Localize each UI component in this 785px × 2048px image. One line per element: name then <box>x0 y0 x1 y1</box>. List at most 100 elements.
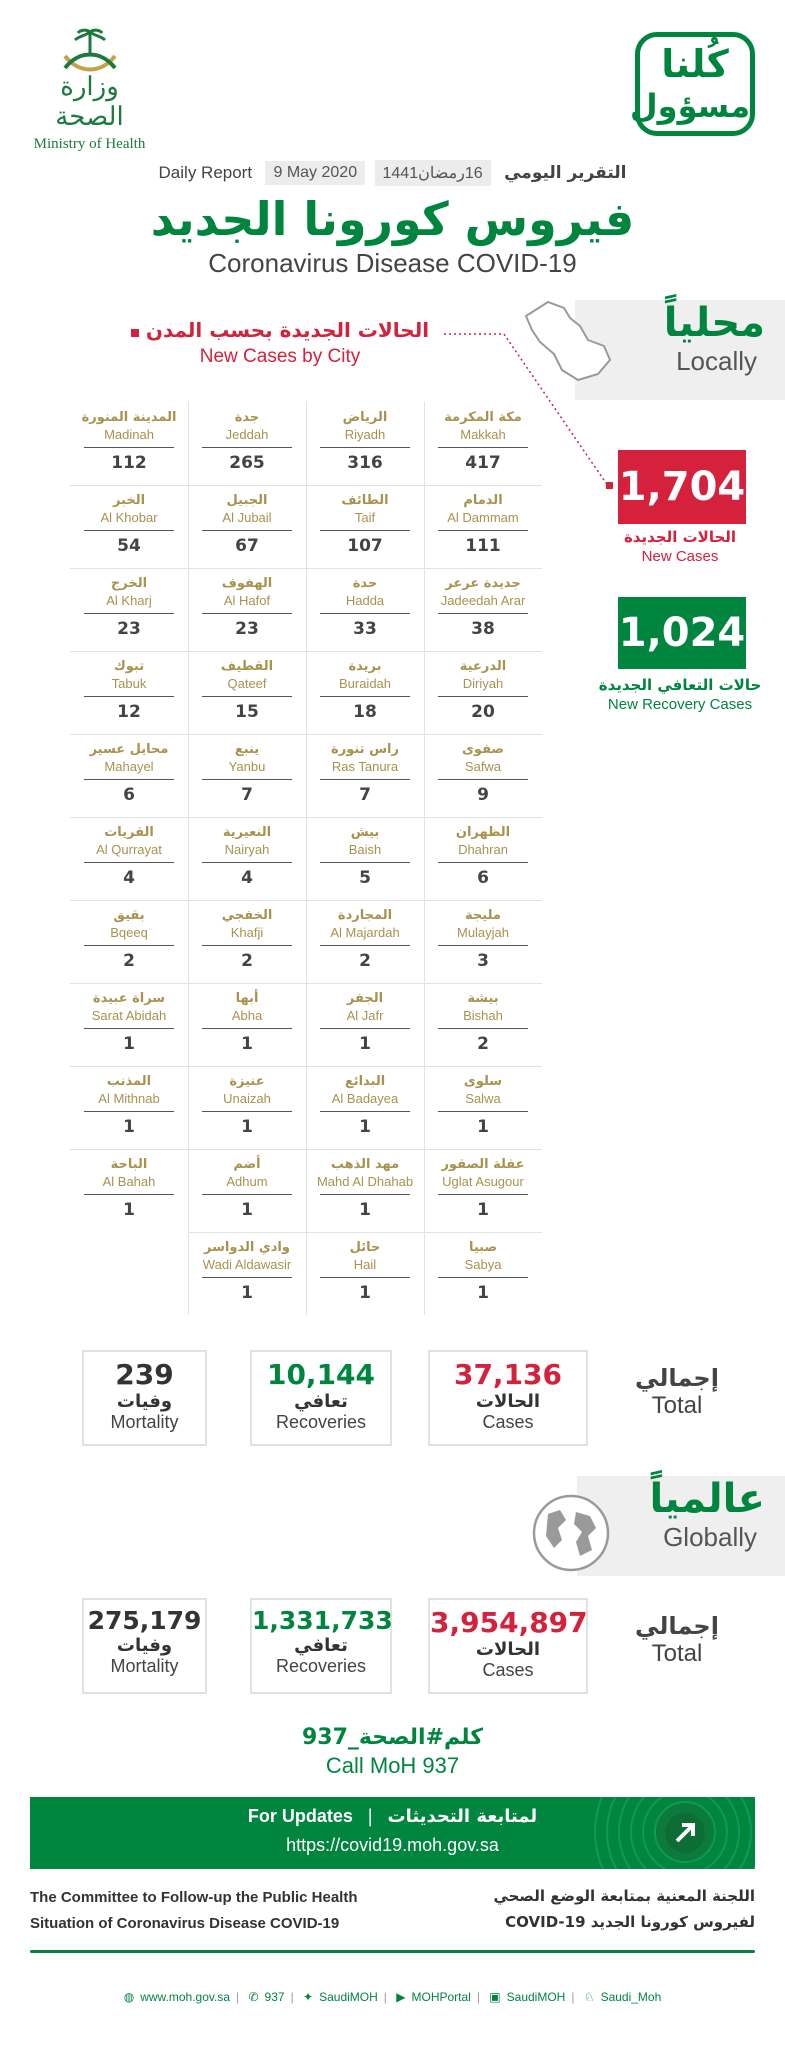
new-recoveries-label-ar: حالات التعافي الجديدة <box>598 676 762 694</box>
social-website[interactable]: www.moh.gov.sa <box>140 1990 230 2004</box>
city-name-en: Al Kharj <box>106 593 152 608</box>
city-underline <box>438 779 528 780</box>
global-recoveries-ar: تعافي <box>294 1635 348 1656</box>
city-name-ar: الخرج <box>110 576 148 591</box>
city-name-en: Jeddah <box>225 427 269 442</box>
city-cell: المجاردة Al Majardah 2 <box>306 900 424 983</box>
social-instagram[interactable]: SaudiMOH <box>506 1990 566 2004</box>
city-underline <box>438 945 528 946</box>
city-name-ar: الرياض <box>342 410 388 425</box>
city-title-en: New Cases by City <box>199 346 361 367</box>
local-total-ar: إجمالي <box>635 1364 719 1392</box>
city-cell: بيشة Bishah 2 <box>424 983 542 1066</box>
footer-divider <box>30 1950 755 1953</box>
global-cases-value: 3,954,897 <box>430 1606 588 1639</box>
updates-banner[interactable]: For Updates | لمتابعة التحديثات https://… <box>30 1797 755 1869</box>
grid-divider-h <box>70 900 542 901</box>
social-twitter[interactable]: SaudiMOH <box>319 1990 378 2004</box>
city-new-cases: 12 <box>117 702 141 722</box>
local-recoveries-box: 10,144 تعافي Recoveries <box>250 1350 392 1446</box>
local-recoveries-value: 10,144 <box>266 1358 376 1391</box>
city-new-cases: 67 <box>235 536 259 556</box>
city-underline <box>84 1028 174 1029</box>
city-name-ar: سراة عبيدة <box>92 991 166 1006</box>
local-total-en: Total <box>651 1392 703 1419</box>
city-underline <box>438 1028 528 1029</box>
city-underline <box>320 530 410 531</box>
city-new-cases: 7 <box>359 785 371 805</box>
city-name-ar: ينبع <box>234 742 260 757</box>
city-name-ar: جديدة عرعر <box>445 576 521 591</box>
arrow-link-icon[interactable] <box>663 1811 707 1855</box>
city-underline <box>202 613 292 614</box>
city-name-ar: النعيرية <box>222 825 272 840</box>
city-new-cases: 2 <box>477 1034 489 1054</box>
city-name-en: Abha <box>231 1008 263 1023</box>
globally-section-label: عالمياً Globally <box>577 1476 785 1576</box>
city-name-en: Safwa <box>464 759 502 774</box>
city-underline <box>202 530 292 531</box>
city-underline <box>438 530 528 531</box>
locally-section-label: محلياً Locally <box>575 300 785 400</box>
daily-report-ar: التقرير اليومي <box>504 163 627 183</box>
city-cell: الرياض Riyadh 316 <box>306 402 424 485</box>
social-phone[interactable]: 937 <box>264 1990 285 2004</box>
city-underline <box>320 1194 410 1195</box>
city-new-cases: 1 <box>359 1283 371 1303</box>
grid-divider-h <box>188 1232 542 1233</box>
city-name-en: Bishah <box>463 1008 503 1023</box>
connector-dotted-line <box>444 333 613 489</box>
city-name-ar: الجبيل <box>226 493 268 508</box>
city-name-ar: مليجة <box>465 908 501 923</box>
call-moh-ar: كلم#الصحة_937 <box>301 1725 484 1750</box>
city-new-cases: 18 <box>353 702 377 722</box>
city-name-en: Al Majardah <box>330 925 400 940</box>
city-underline <box>84 447 174 448</box>
city-cell: مليجة Mulayjah 3 <box>424 900 542 983</box>
social-snapchat[interactable]: Saudi_Moh <box>600 1990 662 2004</box>
city-name-ar: الظهران <box>455 825 511 840</box>
city-new-cases: 1 <box>123 1034 135 1054</box>
city-cell: حائل Hail 1 <box>306 1232 424 1315</box>
new-recoveries-value: 1,024 <box>618 597 746 669</box>
global-recoveries-value: 1,331,733 <box>252 1606 393 1635</box>
city-new-cases: 2 <box>241 951 253 971</box>
global-mortality-ar: وفيات <box>116 1635 173 1656</box>
updates-url-link[interactable]: https://covid19.moh.gov.sa <box>286 1835 499 1855</box>
saudi-map-icon <box>524 300 612 382</box>
global-mortality-en: Mortality <box>110 1656 179 1676</box>
city-name-ar: أبها <box>235 991 259 1006</box>
city-name-ar: عنيزة <box>229 1074 265 1089</box>
grid-divider-v <box>188 402 189 1315</box>
city-cell: وادي الدواسر Wadi Aldawasir 1 <box>188 1232 306 1315</box>
red-square-icon <box>130 329 139 337</box>
local-recoveries-en: Recoveries <box>275 1412 367 1432</box>
city-underline <box>84 945 174 946</box>
social-youtube[interactable]: MOHPortal <box>411 1990 471 2004</box>
committee-en-line2: Situation of Coronavirus Disease COVID-1… <box>30 1915 340 1932</box>
city-cell: أبها Abha 1 <box>188 983 306 1066</box>
committee-ar: اللجنة المعنية بمتابعة الوضع الصحي لفيرو… <box>395 1883 755 1935</box>
city-underline <box>202 862 292 863</box>
local-cases-box: 37,136 الحالات Cases <box>428 1350 588 1446</box>
city-new-cases: 2 <box>359 951 371 971</box>
city-name-en: Adhum <box>226 1174 268 1189</box>
city-new-cases: 7 <box>241 785 253 805</box>
city-new-cases: 1 <box>241 1034 253 1054</box>
social-links: ◍ www.moh.gov.sa | ✆ 937 | ✦ SaudiMOH | ▶ MOHPo… <box>0 1990 785 2004</box>
palm-swords-icon <box>63 28 117 72</box>
city-name-en: Madinah <box>104 427 154 442</box>
city-name-ar: الدمام <box>463 493 503 508</box>
city-name-ar: حائل <box>349 1240 381 1255</box>
phone-icon: ✆ <box>248 1990 259 2004</box>
city-cell: النعيرية Nairyah 4 <box>188 817 306 900</box>
city-underline <box>438 1111 528 1112</box>
committee-ar-line1: اللجنة المعنية بمتابعة الوضع الصحي <box>493 1887 755 1905</box>
city-underline <box>320 696 410 697</box>
global-cases-box: 3,954,897 الحالات Cases <box>428 1598 588 1694</box>
city-cell: الطائف Taif 107 <box>306 485 424 568</box>
grid-divider-h <box>70 1066 542 1067</box>
daily-report-en: Daily Report <box>158 163 253 182</box>
local-cases-value: 37,136 <box>453 1358 563 1391</box>
city-cell: محايل عسير Mahayel 6 <box>70 734 188 817</box>
